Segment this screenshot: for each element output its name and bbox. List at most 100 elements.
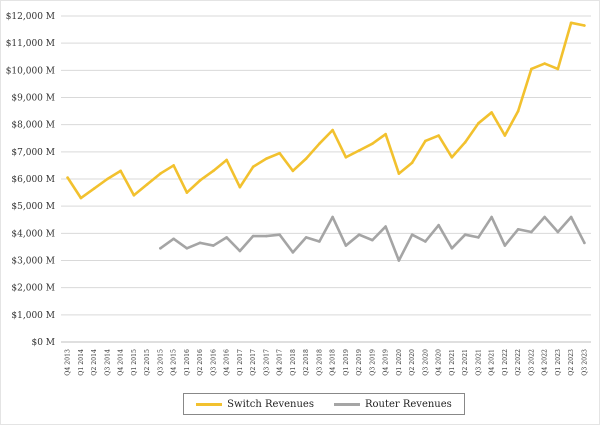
data-point	[304, 157, 308, 160]
data-point	[159, 172, 162, 175]
x-tick-label: Q4 2017	[277, 349, 284, 376]
y-axis-tick-labels: $0 M $1,000 M $2,000 M $3,000 M $4,000 M $5,0…	[6, 12, 55, 348]
data-point	[450, 155, 454, 159]
data-point	[291, 251, 295, 254]
y-tick-label: $6,000 M	[11, 175, 55, 185]
data-point	[569, 215, 573, 219]
data-point	[490, 111, 493, 114]
x-tick-label: Q4 2016	[224, 349, 231, 376]
x-tick-label: Q1 2021	[449, 349, 456, 376]
data-point	[437, 134, 440, 137]
x-tick-label: Q1 2015	[131, 349, 138, 376]
data-point	[212, 169, 215, 173]
data-point	[357, 233, 361, 236]
data-point	[251, 234, 255, 238]
x-tick-label: Q2 2016	[197, 349, 204, 376]
data-point	[516, 109, 520, 113]
data-point	[159, 246, 162, 250]
data-point	[106, 177, 109, 181]
x-tick-label: Q4 2022	[542, 349, 549, 376]
legend-item: Switch Revenues	[196, 399, 314, 410]
x-tick-label: Q2 2022	[515, 349, 522, 376]
data-point	[265, 157, 268, 160]
data-point	[357, 149, 361, 152]
data-point	[172, 164, 175, 167]
x-tick-label: Q4 2014	[118, 349, 125, 376]
x-tick-label: Q3 2014	[104, 349, 111, 376]
x-axis-tick-labels: Q4 2013 Q1 2014 Q2 2014 Q3 2014 Q4 2014 Q1 20…	[65, 349, 589, 376]
data-point	[530, 230, 533, 234]
y-tick-label: $2,000 M	[11, 284, 55, 294]
data-point	[344, 244, 348, 247]
x-tick-label: Q4 2019	[383, 349, 390, 376]
x-tick-label: Q4 2018	[330, 349, 337, 376]
data-point	[185, 246, 189, 250]
x-tick-label: Q2 2017	[250, 349, 257, 376]
data-point	[344, 155, 348, 159]
x-tick-label: Q3 2023	[581, 349, 588, 376]
data-point	[424, 240, 427, 243]
y-tick-label: $8,000 M	[11, 121, 55, 131]
data-point	[132, 194, 136, 197]
x-tick-label: Q3 2018	[316, 349, 323, 376]
data-point	[410, 233, 414, 236]
data-point	[530, 67, 533, 71]
data-point	[384, 225, 387, 228]
series-lines	[66, 21, 586, 262]
data-point	[516, 227, 520, 231]
x-tick-label: Q3 2019	[369, 349, 376, 376]
y-tick-label: $4,000 M	[11, 229, 55, 239]
legend: Switch Revenues Router Revenues	[183, 393, 465, 415]
y-tick-label: $7,000 M	[11, 148, 55, 158]
data-point	[371, 142, 374, 145]
x-tick-label: Q1 2023	[555, 349, 562, 376]
data-point	[265, 234, 268, 238]
data-point	[185, 191, 189, 194]
x-tick-label: Q1 2020	[396, 349, 403, 376]
x-tick-label: Q3 2021	[475, 349, 482, 376]
x-tick-label: Q3 2022	[528, 349, 535, 376]
y-tick-label: $12,000 M	[6, 12, 55, 22]
data-point	[66, 176, 69, 179]
data-point	[556, 230, 560, 234]
y-tick-label: $9,000 M	[11, 94, 55, 104]
data-point	[543, 62, 546, 65]
legend-item: Router Revenues	[333, 398, 452, 410]
data-point	[225, 236, 228, 239]
data-point	[583, 241, 586, 245]
series-line-switch-revenues	[66, 21, 586, 200]
x-tick-label: Q3 2017	[263, 349, 270, 376]
data-point	[251, 165, 255, 169]
data-point	[503, 244, 507, 247]
data-point	[543, 215, 546, 219]
x-tick-label: Q3 2015	[157, 349, 164, 376]
x-tick-label: Q2 2019	[356, 349, 363, 376]
data-point	[490, 215, 493, 219]
data-point	[212, 244, 215, 247]
x-tick-label: Q4 2020	[436, 349, 443, 376]
legend-swatch	[196, 402, 223, 406]
data-point	[477, 122, 480, 125]
data-point	[503, 134, 507, 137]
data-point	[410, 161, 414, 164]
y-tick-label: $0 M	[31, 338, 55, 348]
y-tick-label: $11,000 M	[6, 39, 55, 49]
legend-label: Router Revenues	[364, 398, 452, 410]
x-tick-label: Q3 2016	[210, 349, 217, 376]
y-tick-label: $1,000 M	[11, 311, 55, 321]
y-tick-label: $3,000 M	[11, 257, 55, 267]
data-point	[331, 128, 334, 132]
data-point	[318, 142, 321, 145]
x-tick-label: Q4 2021	[489, 349, 496, 376]
data-point	[198, 179, 202, 182]
legend-swatch	[333, 402, 360, 406]
x-tick-label: Q2 2015	[144, 349, 151, 376]
legend-label: Switch Revenues	[227, 398, 314, 410]
x-tick-label: Q2 2020	[409, 349, 416, 376]
data-point	[225, 158, 228, 162]
x-tick-label: Q1 2014	[78, 349, 85, 376]
x-tick-label: Q1 2019	[343, 349, 350, 376]
series-line-router-revenues	[159, 215, 586, 262]
